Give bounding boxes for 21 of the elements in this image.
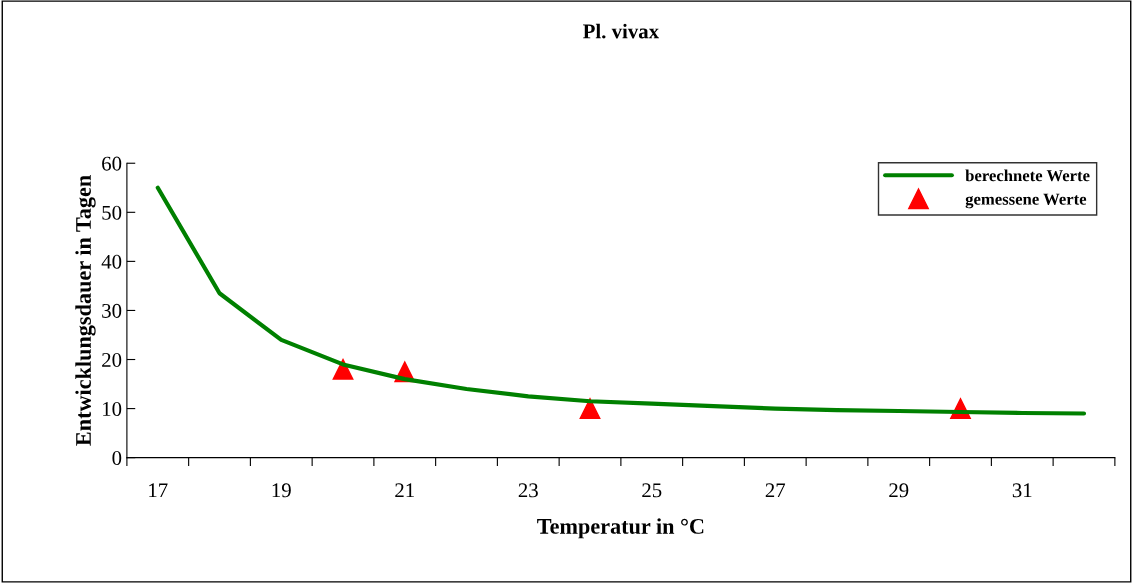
x-tick-label: 29 bbox=[889, 483, 909, 498]
legend-label: gemessene Werte bbox=[965, 193, 1087, 209]
x-axis-title: Temperatur in °C bbox=[537, 518, 704, 539]
legend-label: berechnete Werte bbox=[965, 169, 1090, 182]
y-tick-label: 20 bbox=[102, 352, 122, 367]
x-tick-label: 17 bbox=[149, 483, 168, 498]
y-axis-title: Entwicklungsdauer in Tagen bbox=[75, 175, 96, 446]
x-tick-label: 25 bbox=[642, 483, 662, 498]
y-tick-label: 40 bbox=[101, 254, 122, 269]
x-tick-label: 19 bbox=[272, 483, 291, 498]
x-tick-label: 23 bbox=[518, 483, 538, 498]
x-tick-label: 27 bbox=[765, 483, 786, 498]
y-tick-label: 60 bbox=[102, 156, 122, 171]
y-tick-label: 0 bbox=[112, 451, 122, 466]
x-tick-label: 21 bbox=[395, 483, 414, 498]
y-tick-label: 30 bbox=[102, 303, 122, 318]
y-tick-label: 50 bbox=[102, 205, 122, 220]
point bbox=[579, 398, 601, 420]
chart-title: Pl. vivax bbox=[583, 23, 659, 39]
y-tick-label: 10 bbox=[103, 401, 122, 417]
x-tick-label: 31 bbox=[1012, 483, 1032, 498]
